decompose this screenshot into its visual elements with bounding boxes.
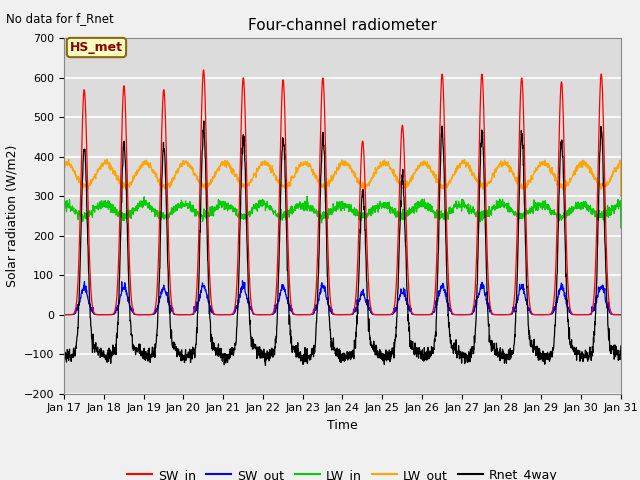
Rnet_4way xyxy=(60,355,68,361)
LW_in xyxy=(314,208,322,214)
SW_out xyxy=(617,312,625,318)
LW_in xyxy=(550,208,557,214)
Rnet_4way xyxy=(617,352,625,358)
Rnet_4way xyxy=(315,272,323,278)
SW_out xyxy=(373,312,381,318)
SW_out xyxy=(566,310,573,315)
LW_out xyxy=(617,193,625,199)
Text: HS_met: HS_met xyxy=(70,41,123,54)
LW_in xyxy=(616,197,624,203)
LW_in xyxy=(303,193,311,199)
LW_in xyxy=(566,205,573,211)
Line: SW_in: SW_in xyxy=(64,70,621,315)
SW_in xyxy=(617,312,625,318)
LW_out xyxy=(566,179,573,185)
SW_out xyxy=(478,279,486,285)
SW_in xyxy=(314,229,322,235)
SW_out xyxy=(550,304,557,310)
LW_out xyxy=(478,183,486,189)
Rnet_4way xyxy=(374,353,381,359)
SW_out xyxy=(314,297,322,303)
LW_out xyxy=(616,161,624,167)
Rnet_4way xyxy=(550,345,557,350)
SW_out xyxy=(616,312,624,318)
X-axis label: Time: Time xyxy=(327,419,358,432)
Line: SW_out: SW_out xyxy=(64,281,621,315)
SW_in xyxy=(478,72,486,77)
Rnet_4way xyxy=(566,339,573,345)
Line: LW_out: LW_out xyxy=(64,159,621,196)
SW_in xyxy=(373,312,381,318)
SW_out xyxy=(60,312,68,318)
SW_in xyxy=(566,301,573,307)
Rnet_4way xyxy=(479,132,486,138)
LW_out xyxy=(314,178,322,183)
SW_in xyxy=(200,67,207,73)
Title: Four-channel radiometer: Four-channel radiometer xyxy=(248,18,437,33)
LW_in xyxy=(478,217,486,223)
LW_out xyxy=(373,167,381,172)
LW_out xyxy=(550,172,557,178)
LW_out xyxy=(103,156,111,162)
LW_in xyxy=(617,225,625,231)
Rnet_4way xyxy=(200,118,207,124)
Rnet_4way xyxy=(617,343,625,349)
Rnet_4way xyxy=(262,362,269,368)
Legend: SW_in, SW_out, LW_in, LW_out, Rnet_4way: SW_in, SW_out, LW_in, LW_out, Rnet_4way xyxy=(122,464,563,480)
Line: LW_in: LW_in xyxy=(64,196,621,228)
LW_out xyxy=(60,159,68,165)
SW_in xyxy=(60,312,68,318)
Y-axis label: Solar radiation (W/m2): Solar radiation (W/m2) xyxy=(5,145,18,287)
SW_in xyxy=(550,303,557,309)
Text: No data for f_Rnet: No data for f_Rnet xyxy=(6,12,114,25)
SW_in xyxy=(616,312,624,318)
LW_in xyxy=(60,202,68,207)
SW_out xyxy=(239,278,246,284)
Line: Rnet_4way: Rnet_4way xyxy=(64,121,621,365)
LW_in xyxy=(373,204,381,209)
